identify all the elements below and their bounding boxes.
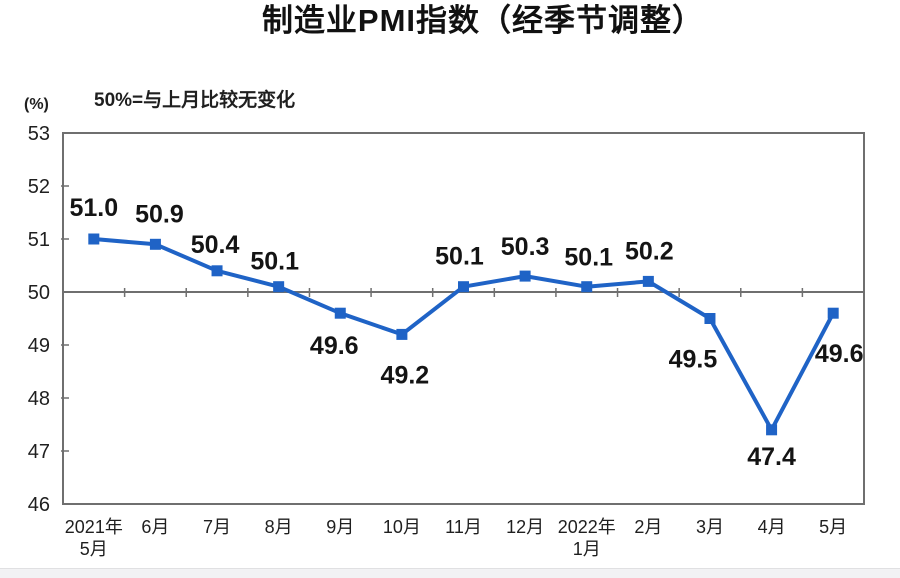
data-point-label: 49.5 — [669, 346, 718, 374]
data-point-marker — [211, 265, 223, 277]
data-point-marker — [273, 281, 285, 293]
data-point-marker — [396, 328, 408, 340]
y-axis-tick-label: 51 — [28, 229, 50, 251]
x-axis-tick-label: 11月 — [445, 517, 482, 537]
y-axis-tick-label: 52 — [28, 176, 50, 198]
x-axis-tick-label: 7月 — [203, 517, 231, 537]
data-point-label: 50.3 — [501, 233, 550, 261]
data-point-label: 51.0 — [69, 194, 118, 222]
data-point-label: 50.9 — [135, 200, 184, 228]
y-axis-tick-label: 49 — [28, 335, 50, 357]
y-axis-unit-label: (%) — [24, 96, 49, 113]
data-point-marker — [88, 233, 100, 245]
plot-frame — [62, 132, 865, 505]
y-axis-tick-label: 50 — [28, 282, 50, 304]
x-axis-tick-label: 3月 — [696, 517, 724, 537]
y-axis-tick-label: 53 — [28, 123, 50, 145]
x-axis-tick-label: 8月 — [265, 517, 293, 537]
y-axis-tick-label: 47 — [28, 441, 50, 463]
data-point-marker — [149, 238, 161, 250]
x-axis-tick-label: 5月 — [819, 517, 847, 537]
page-bottom-divider — [0, 568, 900, 578]
x-axis-tick-label: 9月 — [326, 517, 354, 537]
data-point-marker — [704, 313, 716, 324]
data-point-marker — [827, 307, 839, 319]
data-point-label: 47.4 — [747, 443, 796, 471]
data-point-label: 49.2 — [381, 361, 430, 389]
x-axis-tick-label: 4月 — [758, 517, 786, 537]
data-point-marker — [519, 270, 531, 282]
chart-title: 制造业PMI指数（经季节调整） — [261, 3, 705, 38]
data-point-marker — [642, 275, 654, 287]
reference-note: 50%=与上月比较无变化 — [94, 90, 296, 111]
data-point-marker — [766, 424, 778, 436]
data-point-label: 50.4 — [191, 231, 240, 259]
y-axis-tick-label: 48 — [28, 388, 50, 410]
data-point-marker — [458, 281, 469, 293]
data-point-label: 50.1 — [250, 248, 299, 276]
data-point-label: 50.1 — [435, 243, 484, 271]
x-axis-tick-label: 2022年 1月 — [558, 517, 616, 559]
data-point-marker — [334, 307, 346, 319]
data-point-label: 49.6 — [310, 332, 359, 360]
x-axis-tick-label: 6月 — [141, 517, 169, 537]
data-point-label: 49.6 — [815, 340, 864, 368]
y-axis-tick-label: 46 — [28, 494, 50, 516]
x-axis-tick-label: 2021年 5月 — [65, 517, 123, 559]
data-point-marker — [581, 281, 593, 293]
x-axis-tick-label: 12月 — [506, 517, 544, 537]
x-axis-tick-label: 10月 — [383, 517, 421, 537]
data-point-label: 50.2 — [625, 237, 674, 265]
data-point-label: 50.1 — [564, 244, 613, 272]
x-axis-tick-label: 2月 — [634, 517, 662, 537]
